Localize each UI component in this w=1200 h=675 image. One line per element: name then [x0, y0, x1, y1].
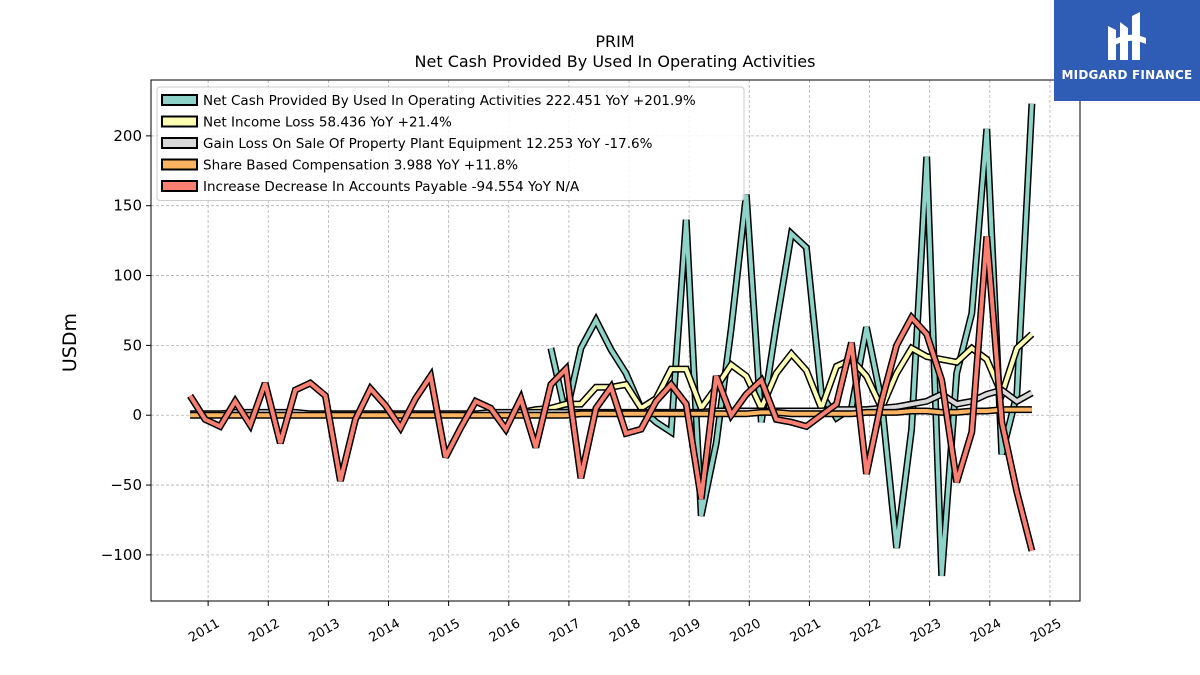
legend-label-3: Share Based Compensation 3.988 YoY +11.8… — [203, 158, 518, 174]
x-tick-label: 2019 — [667, 616, 703, 646]
midgard-logo-icon — [1108, 12, 1146, 60]
series-line-1 — [520, 331, 1035, 419]
legend-label-0: Net Cash Provided By Used In Operating A… — [203, 93, 696, 109]
chart-subtitle: Net Cash Provided By Used In Operating A… — [415, 52, 816, 71]
legend-swatch-3 — [161, 158, 198, 171]
x-tick-label: 2018 — [607, 616, 643, 646]
y-axis-label: USDm — [59, 313, 81, 372]
series-stroke — [520, 332, 1034, 415]
x-tick-label: 2014 — [367, 616, 403, 646]
x-tick-label: 2021 — [788, 616, 824, 646]
x-tick-label: 2015 — [427, 616, 463, 646]
y-tick-label: 200 — [113, 127, 142, 145]
legend-swatch-0 — [161, 94, 198, 106]
y-tick-label: −100 — [101, 546, 142, 564]
y-tick-label: 100 — [113, 267, 142, 285]
plot-frame — [150, 79, 1081, 602]
y-tick-label: 50 — [123, 336, 142, 354]
x-tick-label: 2023 — [908, 616, 944, 646]
y-tick-label: 0 — [132, 406, 142, 424]
logo: MIDGARD FINANCE — [1054, 0, 1200, 101]
x-tick-label: 2013 — [307, 616, 343, 646]
y-tick-label: −50 — [110, 476, 142, 494]
x-tick-label: 2017 — [547, 616, 583, 646]
series-line-4 — [187, 236, 1036, 552]
x-tick-label: 2024 — [968, 616, 1004, 646]
legend-label-4: Increase Decrease In Accounts Payable -9… — [203, 179, 580, 195]
legend-swatch-4 — [161, 180, 198, 192]
logo-text: MIDGARD FINANCE — [1061, 68, 1193, 82]
legend-box — [156, 86, 745, 201]
legend-label-2: Gain Loss On Sale Of Property Plant Equi… — [203, 136, 653, 152]
x-tick-label: 2011 — [186, 616, 222, 646]
x-axis: 2011 2012 2013 2014 2015 2016 2017 2018 2019 2020… — [186, 601, 1064, 646]
legend-label-1: Net Income Loss 58.436 YoY +21.4% — [203, 115, 452, 131]
legend: Net Cash Provided By Used In Operating A… — [156, 86, 745, 201]
x-tick-label: 2012 — [246, 616, 282, 646]
legend-swatch-2 — [161, 137, 198, 149]
x-tick-label: 2016 — [487, 616, 523, 646]
legend-swatch-1 — [161, 115, 198, 128]
x-tick-label: 2022 — [848, 616, 884, 646]
series-stroke — [188, 236, 1034, 552]
series-layer — [187, 103, 1036, 577]
x-tick-label: 2020 — [727, 616, 763, 646]
chart-title: PRIM — [595, 32, 634, 51]
y-tick-label: 150 — [113, 197, 142, 215]
y-axis: −100 −50 0 50 100 150 200 — [101, 127, 151, 564]
x-tick-label: 2025 — [1028, 616, 1064, 646]
